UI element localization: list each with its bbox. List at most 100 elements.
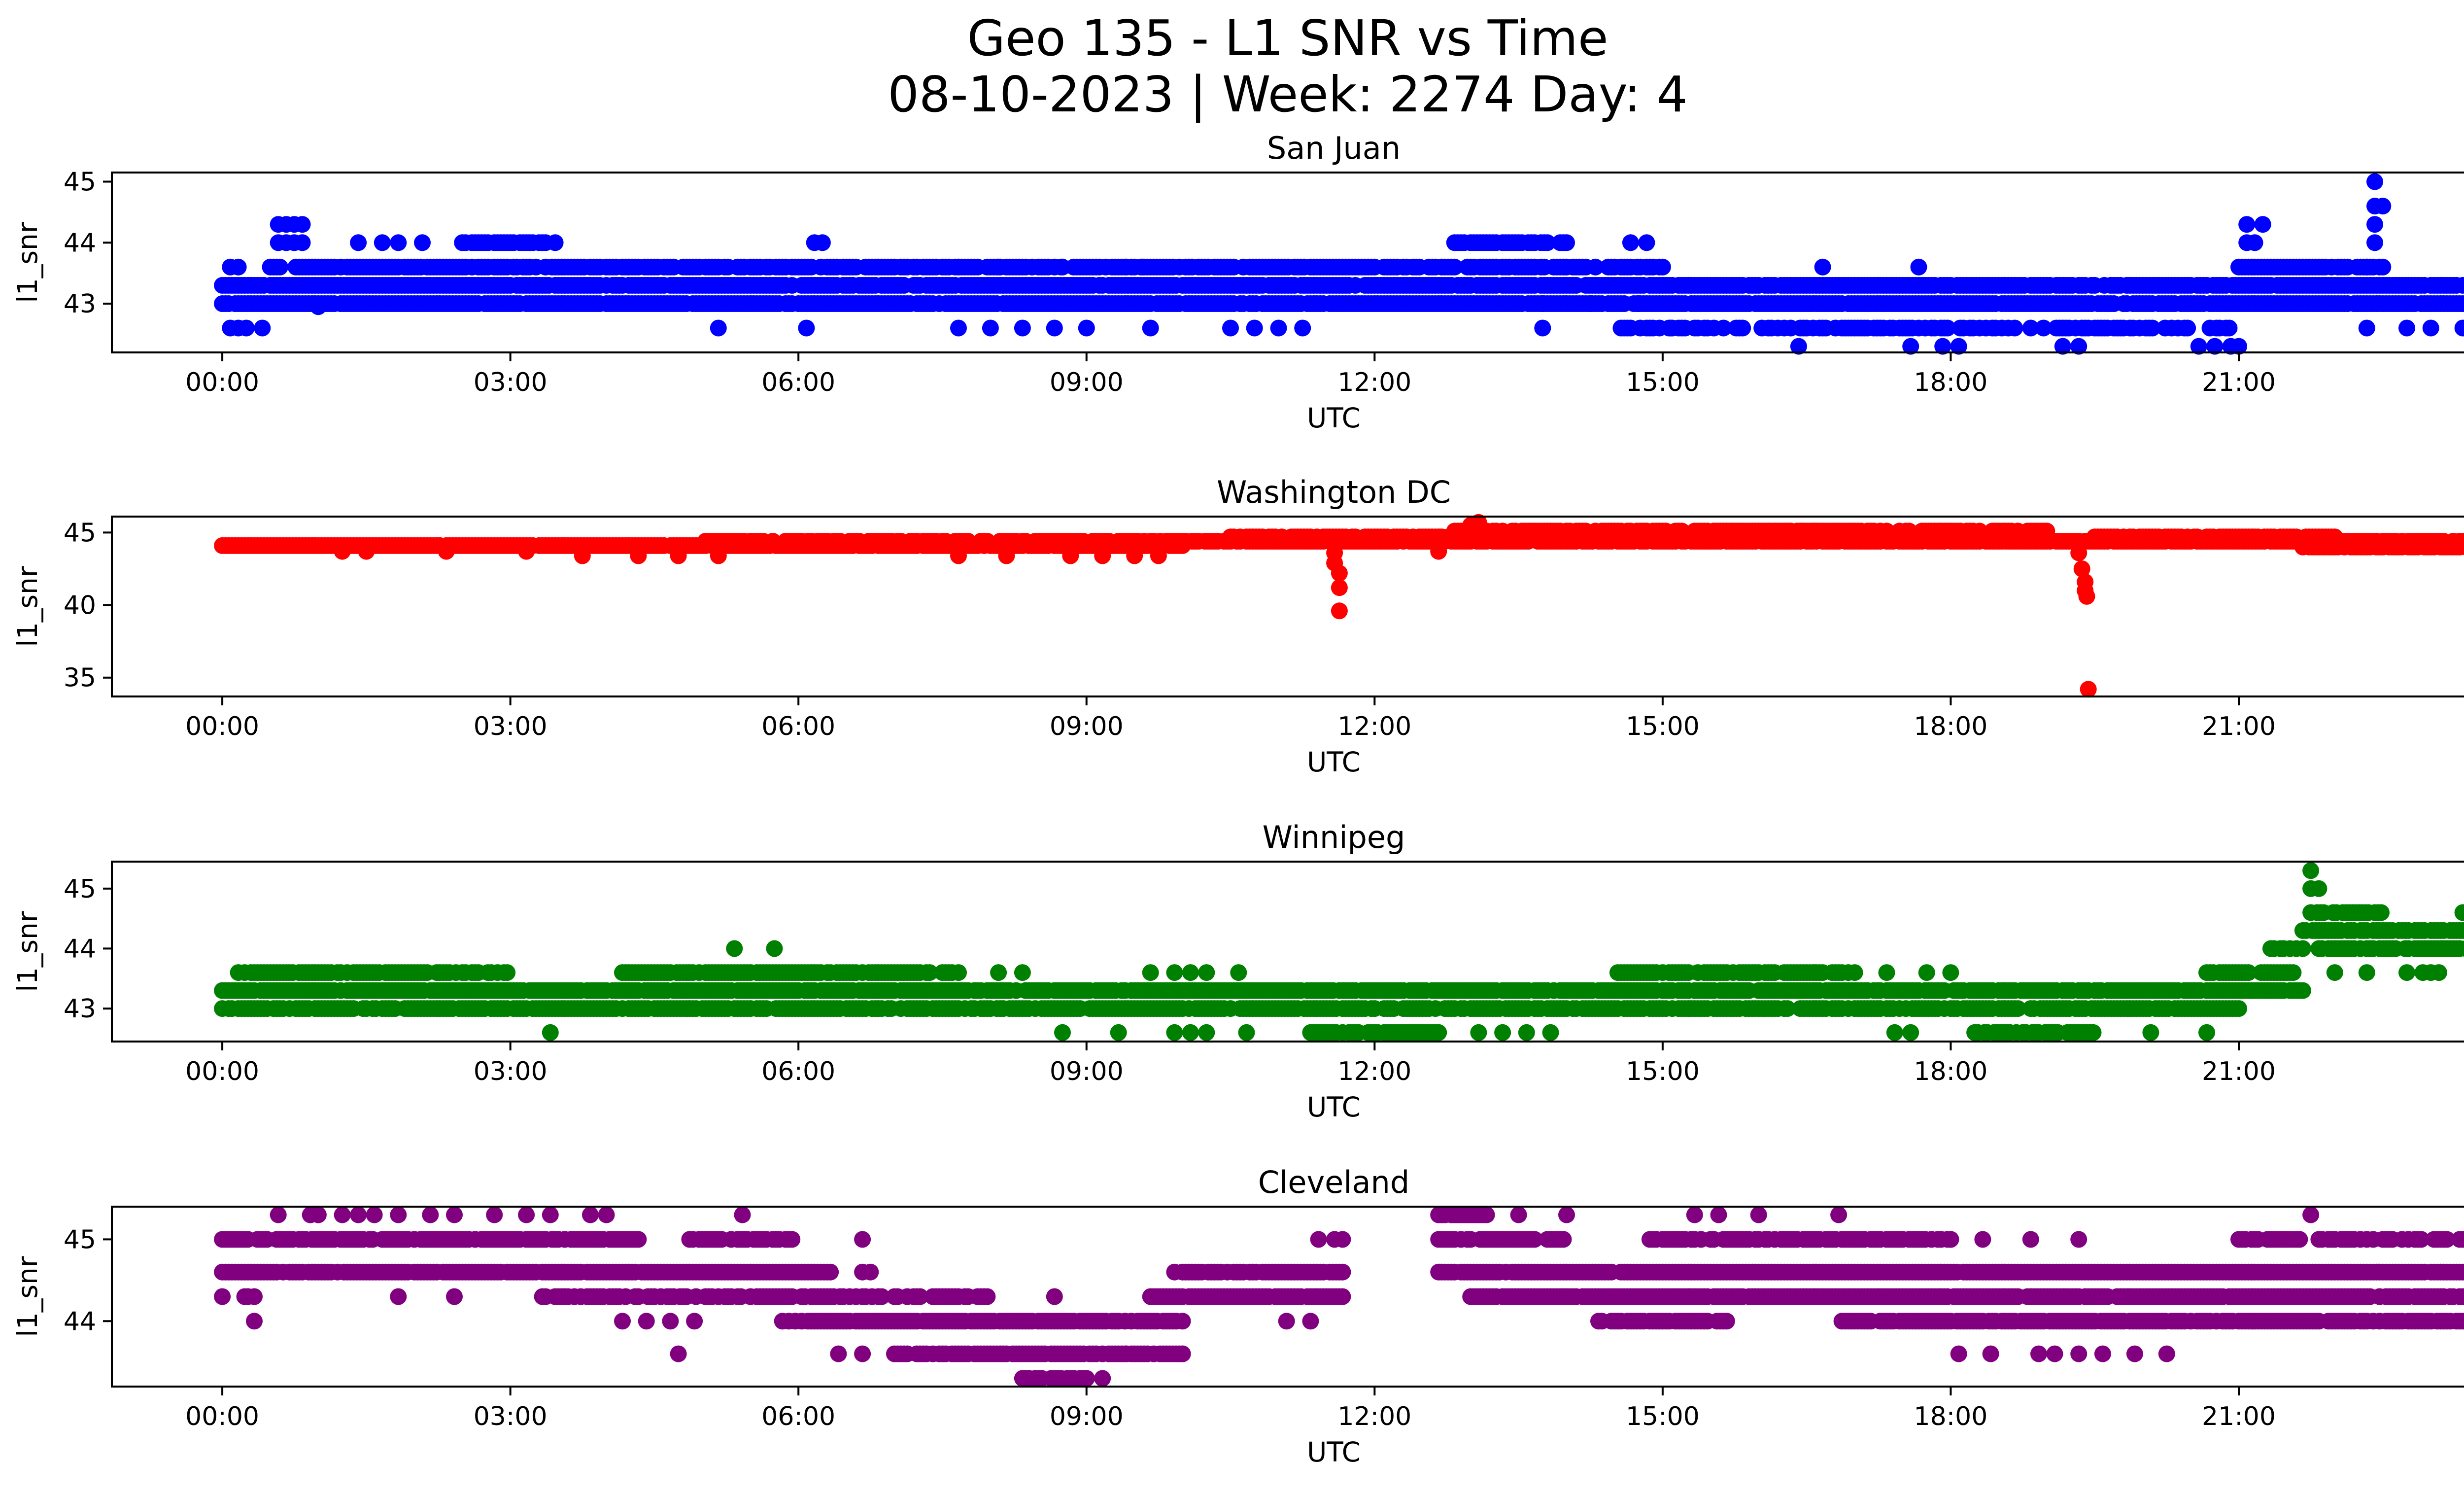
data-point — [2366, 234, 2383, 251]
data-point — [1270, 319, 1287, 337]
data-point — [438, 543, 455, 560]
subplot-title: Winnipeg — [1263, 819, 1405, 855]
data-point — [2422, 319, 2439, 337]
subplot-washington-dc: Washington DC UTC l1_snr 00:00 03:00 06:00… — [12, 474, 2464, 778]
x-tick-label: 06:00 — [761, 1057, 835, 1086]
x-tick-label: 21:00 — [2202, 368, 2276, 397]
x-tick-label: 03:00 — [474, 368, 548, 397]
data-point — [1294, 319, 1311, 337]
data-point — [2374, 198, 2392, 215]
data-point — [374, 234, 391, 251]
data-point — [982, 319, 999, 337]
data-point — [990, 258, 1007, 276]
data-point — [1622, 234, 1639, 251]
data-point — [1246, 319, 1263, 337]
data-point — [2310, 880, 2327, 897]
data-point — [2374, 258, 2392, 276]
data-point — [542, 1024, 559, 1041]
data-point — [1331, 579, 1348, 596]
data-point — [2398, 319, 2415, 337]
data-point — [358, 543, 375, 560]
data-point — [1662, 319, 1679, 337]
data-point — [2461, 297, 2464, 311]
x-tick-label: 00:00 — [185, 368, 259, 397]
data-point — [766, 940, 783, 957]
data-point — [950, 964, 967, 981]
data-point — [1166, 964, 1183, 981]
data-point — [1054, 1024, 1071, 1041]
data-point — [2302, 862, 2320, 879]
data-point — [574, 547, 591, 564]
data-point — [1331, 602, 1348, 620]
data-point — [2246, 234, 2263, 251]
y-tick-label: 44 — [64, 228, 96, 258]
data-point — [2070, 544, 2088, 561]
y-tick-label: 45 — [64, 518, 96, 548]
data-point — [2285, 964, 2302, 981]
data-point — [1166, 1024, 1183, 1041]
x-tick-label: 06:00 — [761, 712, 835, 741]
data-point — [2221, 319, 2238, 337]
data-point — [2358, 319, 2375, 337]
data-point — [1734, 319, 1751, 337]
data-point — [2366, 173, 2383, 190]
data-point — [1542, 1024, 1559, 1041]
y-tick-label: 43 — [64, 289, 96, 319]
data-point — [1126, 547, 1143, 564]
x-tick-label: 15:00 — [1626, 712, 1700, 741]
subplot-san-juan: San Juan UTC l1_snr 00:00 03:00 06:00 09:00… — [12, 130, 2464, 434]
data-point — [294, 216, 311, 233]
data-point — [1638, 234, 1655, 251]
data-point — [1814, 258, 1831, 276]
y-tick-label: 45 — [64, 168, 96, 197]
data-point — [1134, 258, 1151, 276]
data-point — [2230, 1000, 2247, 1017]
x-tick-label: 03:00 — [474, 1057, 548, 1086]
x-tick-label: 18:00 — [1914, 368, 1987, 397]
data-point — [2179, 319, 2196, 337]
x-tick-label: 03:00 — [474, 712, 548, 741]
data-point — [309, 298, 327, 315]
y-tick-label: 40 — [64, 591, 96, 621]
data-point — [1062, 547, 1079, 564]
data-point — [1198, 964, 1215, 981]
data-point — [1182, 1024, 1199, 1041]
data-point — [1198, 1024, 1215, 1041]
data-point — [710, 319, 727, 337]
data-point — [1654, 258, 1671, 276]
data-point — [499, 964, 516, 981]
data-point — [1331, 564, 1348, 582]
data-point — [2358, 964, 2375, 981]
data-point — [1222, 319, 1239, 337]
x-tick-label: 06:00 — [761, 368, 835, 397]
data-point — [414, 234, 431, 251]
x-ticks: 00:00 03:00 06:00 09:00 12:00 15:00 18:00 21:00… — [185, 352, 2276, 397]
data-point — [294, 234, 311, 251]
data-point — [1846, 964, 1863, 981]
data-point — [334, 543, 351, 560]
x-ticks: 00:00 03:00 06:00 09:00 12:00 15:00 18:00 21:00… — [185, 696, 2276, 741]
data-point — [390, 234, 407, 251]
data-point — [2326, 964, 2343, 981]
data-point — [1054, 258, 1071, 276]
x-tick-label: 12:00 — [1337, 712, 1411, 741]
data-point — [2085, 1024, 2102, 1041]
subplot-title: Washington DC — [1217, 474, 1451, 510]
data-point — [2454, 904, 2464, 921]
data-point — [2038, 522, 2055, 540]
data-point — [814, 234, 831, 251]
data-point — [518, 543, 535, 560]
data-point — [950, 319, 967, 337]
x-tick-label: 09:00 — [1050, 712, 1124, 741]
data-point — [630, 547, 647, 564]
data-point — [1142, 964, 1159, 981]
data-point — [1918, 964, 1935, 981]
data-point — [726, 940, 743, 957]
data-point — [1814, 522, 1831, 540]
data-point — [1630, 295, 1647, 312]
data-point — [1110, 1024, 1127, 1041]
x-axis-label: UTC — [1307, 746, 1361, 778]
data-point — [1534, 319, 1551, 337]
subplot-winnipeg: Winnipeg UTC l1_snr 00:00 03:00 06:00 09:00… — [12, 819, 2464, 1123]
